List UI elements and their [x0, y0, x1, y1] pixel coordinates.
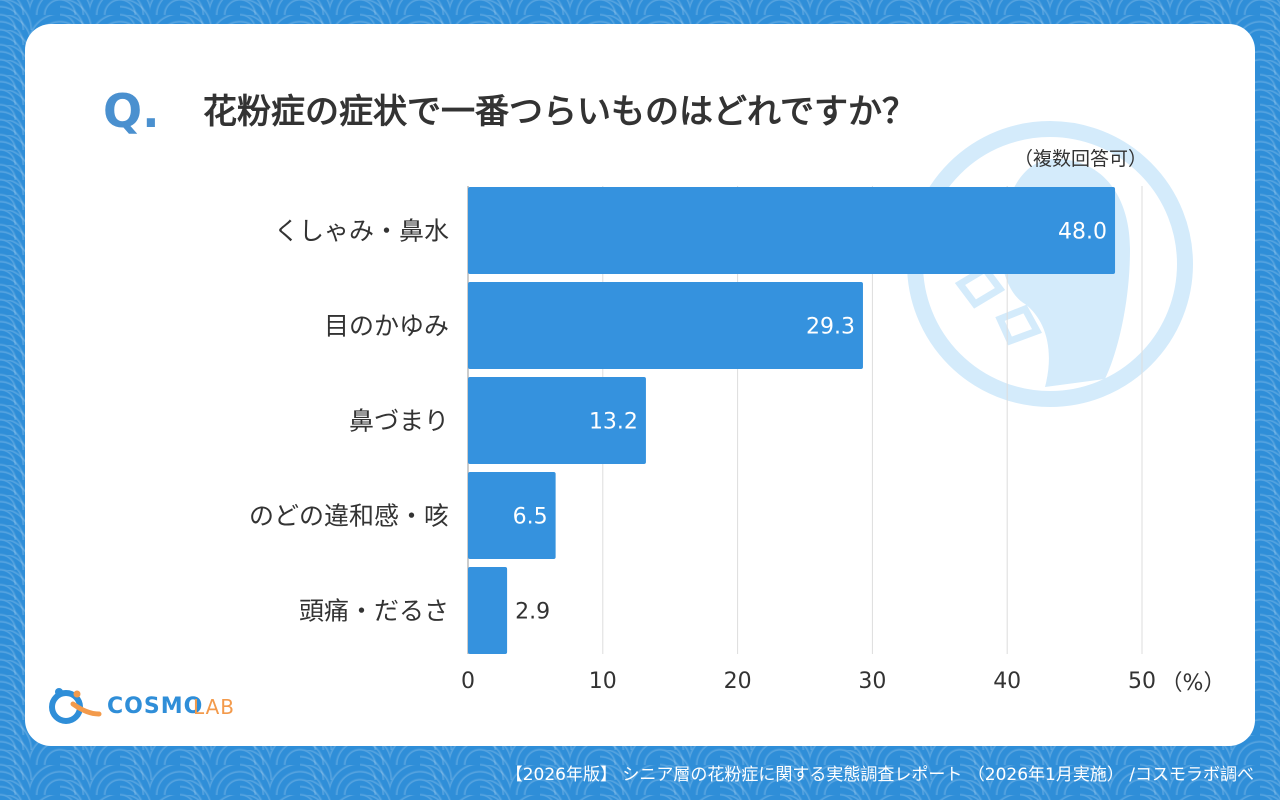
logo-lab-text: LAB [193, 695, 236, 719]
bar [468, 567, 508, 654]
card: Q. 花粉症の症状で一番つらいものはどれですか？ （複数回答可） 48.0 29.… [25, 24, 1255, 746]
bar-value-label: 48.0 [1058, 220, 1107, 245]
footer-source-note: 【2026年版】 シニア層の花粉症に関する実態調査レポート （2026年1月実施… [505, 765, 1254, 785]
x-tick-label: 50 [1128, 669, 1156, 694]
bar [468, 187, 1116, 274]
bar [468, 282, 863, 369]
logo-mark-icon [49, 688, 102, 724]
logo-cosmo-text: COSMO [107, 694, 204, 719]
category-label: 目のかゆみ [324, 312, 449, 341]
question-mark: Q. [103, 84, 160, 138]
category-label: 鼻づまり [349, 407, 449, 436]
x-tick-label: 40 [993, 669, 1021, 694]
x-tick-label: 10 [589, 669, 617, 694]
category-label: くしゃみ・鼻水 [274, 217, 449, 246]
chart-title: 花粉症の症状で一番つらいものはどれですか？ [203, 92, 916, 132]
bars: 48.0 29.3 13.2 6.5 2.9 [468, 187, 1116, 654]
category-label: のどの違和感・咳 [249, 502, 449, 531]
cosmo-lab-logo: COSMO LAB [47, 684, 247, 728]
unit-label: （%） [1161, 671, 1226, 696]
bar-value-label: 2.9 [515, 600, 550, 625]
x-tick-label: 20 [724, 669, 752, 694]
bar [468, 472, 556, 559]
x-tick-label: 0 [461, 669, 475, 694]
bar-value-label: 6.5 [513, 505, 548, 530]
bar-chart: 48.0 29.3 13.2 6.5 2.9 くしゃみ・鼻水目のかゆみ鼻づまりのどの違和… [249, 186, 1226, 696]
category-label: 頭痛・だるさ [299, 597, 449, 626]
bar-value-label: 29.3 [806, 315, 855, 340]
x-tick-labels: 0 10 20 30 40 50 [461, 669, 1156, 694]
bar-value-label: 13.2 [589, 410, 638, 435]
chart-subtitle: （複数回答可） [1013, 148, 1147, 170]
bar [468, 377, 646, 464]
x-tick-label: 30 [858, 669, 886, 694]
